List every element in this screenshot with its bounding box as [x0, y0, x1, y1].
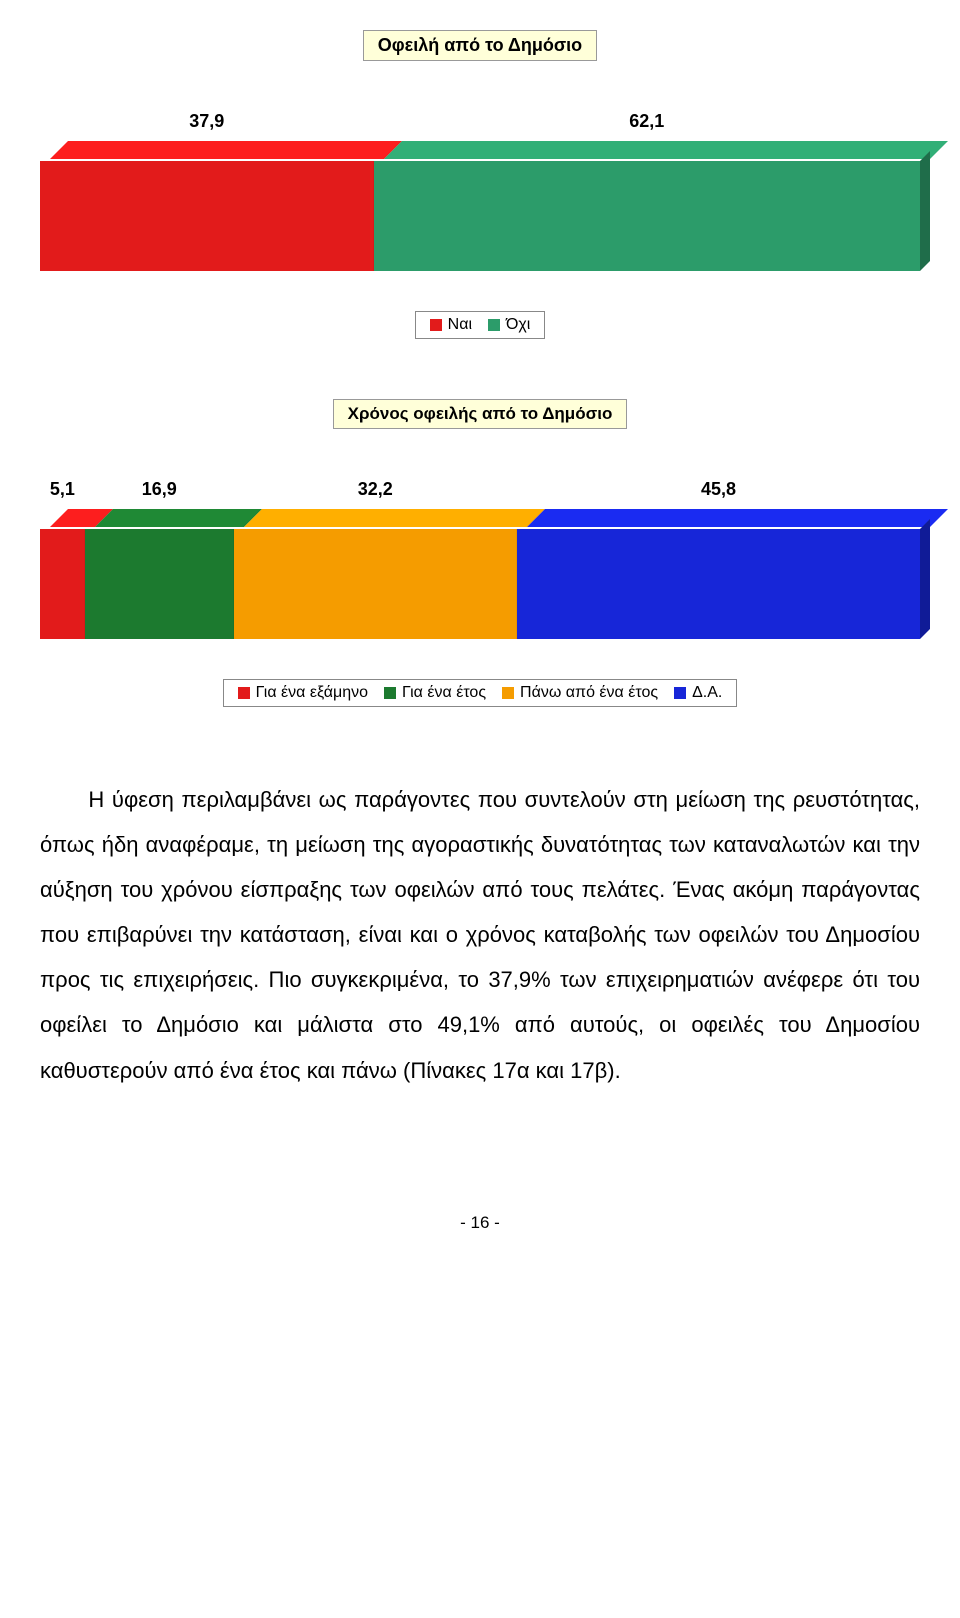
bar-segment [234, 529, 517, 639]
chart2-bar-top [50, 509, 948, 527]
bar-segment [40, 529, 85, 639]
page-number: - 16 - [40, 1213, 920, 1233]
bar-segment-top [50, 141, 402, 159]
legend-item: Δ.Α. [674, 684, 722, 702]
bar-segment [374, 161, 920, 271]
bar-segment [40, 161, 374, 271]
legend-swatch [674, 687, 686, 699]
chart2-legend-wrap: Για ένα εξάμηνο Για ένα έτος Πάνω από ένα … [40, 679, 920, 707]
legend-swatch [384, 687, 396, 699]
chart-debt-from-public: Οφειλή από το Δημόσιο 37,9 62,1 Ναι Όχι [40, 30, 920, 339]
chart2-bar-face [40, 529, 920, 639]
chart2-value-labels: 5,1 16,9 32,2 45,8 [40, 479, 920, 503]
chart2-title-wrap: Χρόνος οφειλής από το Δημόσιο [40, 399, 920, 429]
body-paragraph: Η ύφεση περιλαμβάνει ως παράγοντες που σ… [40, 777, 920, 1093]
chart2-bar-side [920, 519, 930, 639]
value-label: 16,9 [142, 479, 177, 500]
legend-item: Πάνω από ένα έτος [502, 684, 658, 702]
chart1-value-labels: 37,9 62,1 [40, 111, 920, 135]
legend-label: Δ.Α. [692, 684, 722, 702]
legend-item: Ναι [430, 316, 472, 334]
legend-label: Όχι [506, 316, 530, 334]
chart1-bar-side [920, 151, 930, 271]
legend-swatch [488, 319, 500, 331]
bar-segment-top [384, 141, 948, 159]
value-label: 62,1 [629, 111, 664, 132]
chart1-bar-top [50, 141, 948, 159]
legend-item: Όχι [488, 316, 530, 334]
bar-segment [85, 529, 234, 639]
legend-swatch [430, 319, 442, 331]
chart1-title-wrap: Οφειλή από το Δημόσιο [40, 30, 920, 61]
legend-item: Για ένα εξάμηνο [238, 684, 368, 702]
bar-segment-top [527, 509, 948, 527]
legend-swatch [502, 687, 514, 699]
chart2-legend: Για ένα εξάμηνο Για ένα έτος Πάνω από ένα … [223, 679, 738, 707]
legend-item: Για ένα έτος [384, 684, 486, 702]
chart1-legend-wrap: Ναι Όχι [40, 311, 920, 339]
bar-segment-top [95, 509, 262, 527]
legend-label: Για ένα έτος [402, 684, 486, 702]
chart-debt-duration: Χρόνος οφειλής από το Δημόσιο 5,1 16,9 32,… [40, 399, 920, 707]
legend-label: Πάνω από ένα έτος [520, 684, 658, 702]
bar-segment [517, 529, 920, 639]
value-label: 5,1 [50, 479, 75, 500]
legend-label: Ναι [448, 316, 472, 334]
chart1-bar-face [40, 161, 920, 271]
value-label: 37,9 [189, 111, 224, 132]
value-label: 32,2 [358, 479, 393, 500]
legend-label: Για ένα εξάμηνο [256, 684, 368, 702]
chart2-bar [40, 519, 920, 639]
chart1-bar [40, 151, 920, 271]
bar-segment-top [244, 509, 545, 527]
chart1-legend: Ναι Όχι [415, 311, 546, 339]
value-label: 45,8 [701, 479, 736, 500]
legend-swatch [238, 687, 250, 699]
chart1-title: Οφειλή από το Δημόσιο [363, 30, 597, 61]
chart2-title: Χρόνος οφειλής από το Δημόσιο [333, 399, 628, 429]
